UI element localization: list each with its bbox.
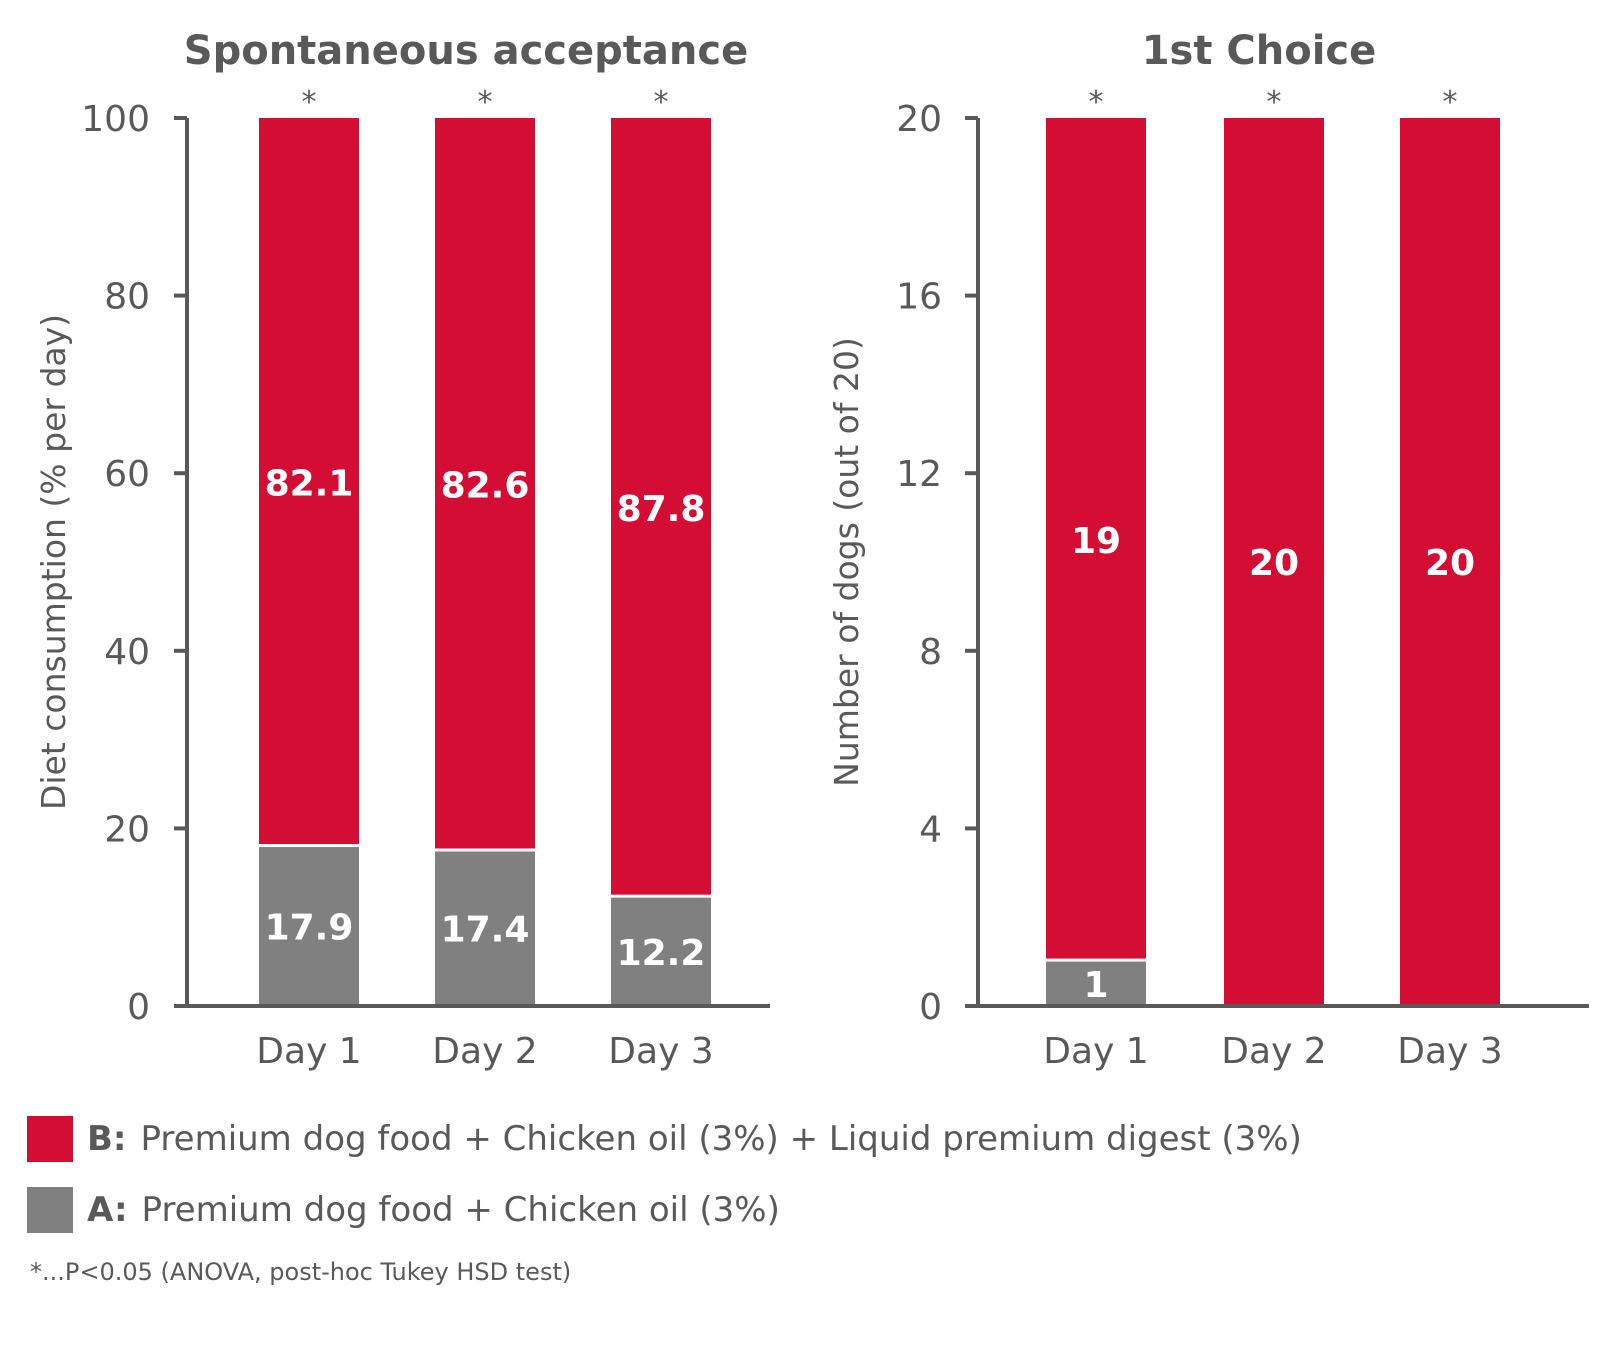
data-label-b-day-2: 20 xyxy=(1249,543,1299,584)
data-label-a-day-1: 17.9 xyxy=(265,908,354,949)
x-tick-label: Day 3 xyxy=(608,1031,713,1072)
legend-item-a: A: Premium dog food + Chicken oil (3%) xyxy=(27,1187,780,1233)
legend-item-b: B: Premium dog food + Chicken oil (3%) +… xyxy=(27,1116,1302,1162)
y-tick-label: 40 xyxy=(104,632,150,673)
y-tick-label: 100 xyxy=(81,99,150,140)
x-tick-label: Day 2 xyxy=(1221,1031,1326,1072)
y-tick-label: 4 xyxy=(919,809,942,850)
bar-b-day-2 xyxy=(1224,118,1324,1006)
significance-star: * xyxy=(654,85,669,120)
bar-a-day-3 xyxy=(611,897,711,1006)
y-axis-label: Diet consumption (% per day) xyxy=(34,314,73,810)
y-tick-label: 0 xyxy=(127,987,150,1028)
data-label-b-day-3: 20 xyxy=(1425,543,1475,584)
y-axis-label: Number of dogs (out of 20) xyxy=(827,337,866,787)
significance-star: * xyxy=(1089,85,1104,120)
footnote: *...P<0.05 (ANOVA, post-hoc Tukey HSD te… xyxy=(30,1258,572,1286)
data-label-a-day-3: 12.2 xyxy=(617,933,706,974)
charts-canvas: Spontaneous acceptance Diet consumption (… xyxy=(34,28,1589,1072)
y-tick-label: 80 xyxy=(104,277,150,318)
legend-key-b: B: xyxy=(87,1119,127,1159)
legend-key-a: A: xyxy=(87,1190,128,1230)
significance-star: * xyxy=(478,85,493,120)
bar-b-day-3 xyxy=(1400,118,1500,1006)
bar-a-day-1 xyxy=(259,847,359,1006)
x-tick-label: Day 3 xyxy=(1397,1031,1502,1072)
legend-swatch-a xyxy=(27,1187,73,1233)
bar-b-day-1 xyxy=(259,118,359,845)
x-tick-label: Day 1 xyxy=(1043,1031,1148,1072)
y-tick-label: 8 xyxy=(919,632,942,673)
significance-star: * xyxy=(1267,85,1282,120)
data-label-a-day-1: 1 xyxy=(1083,965,1108,1006)
y-tick-label: 20 xyxy=(896,99,942,140)
y-tick-label: 12 xyxy=(896,454,942,495)
y-tick-label: 20 xyxy=(104,809,150,850)
y-tick-label: 60 xyxy=(104,454,150,495)
x-tick-label: Day 2 xyxy=(432,1031,537,1072)
legend-swatch-b xyxy=(27,1116,73,1162)
x-tick-label: Day 1 xyxy=(256,1031,361,1072)
bar-b-day-2 xyxy=(435,118,535,849)
chart-title: Spontaneous acceptance xyxy=(184,28,748,74)
data-label-b-day-3: 87.8 xyxy=(617,489,706,530)
legend-text-b: Premium dog food + Chicken oil (3%) + Li… xyxy=(140,1119,1302,1159)
bar-b-day-1 xyxy=(1046,118,1146,959)
bar-a-day-2 xyxy=(435,851,535,1006)
significance-star: * xyxy=(1443,85,1458,120)
data-label-b-day-2: 82.6 xyxy=(441,466,530,507)
legend-text-a: Premium dog food + Chicken oil (3%) xyxy=(141,1190,780,1230)
bar-a-day-1 xyxy=(1046,961,1146,1006)
data-label-b-day-1: 19 xyxy=(1071,521,1121,562)
y-tick-label: 16 xyxy=(896,277,942,318)
bar-b-day-3 xyxy=(611,118,711,895)
significance-star: * xyxy=(302,85,317,120)
chart-title: 1st Choice xyxy=(1142,28,1377,74)
data-label-b-day-1: 82.1 xyxy=(265,464,354,505)
data-label-a-day-2: 17.4 xyxy=(441,910,530,951)
y-tick-label: 0 xyxy=(919,987,942,1028)
